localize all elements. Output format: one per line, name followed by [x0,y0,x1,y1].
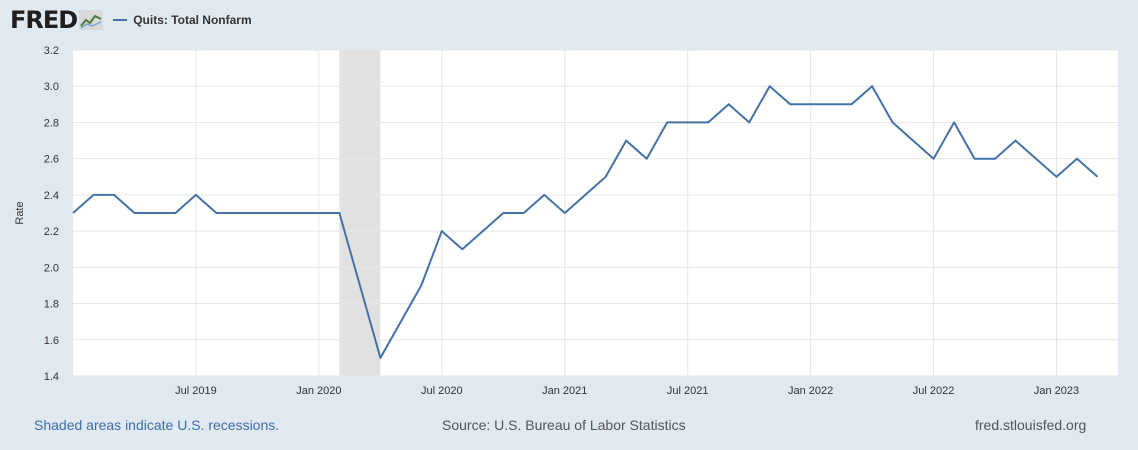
data-point[interactable] [111,192,116,197]
data-point[interactable] [296,211,301,216]
y-tick-label: 2.4 [44,190,59,202]
data-point[interactable] [460,247,465,252]
x-tick-label: Jan 2020 [296,385,341,397]
x-tick-label: Jul 2022 [913,385,955,397]
x-tick-label: Jul 2021 [667,385,709,397]
data-point[interactable] [337,211,342,216]
legend-label: Quits: Total Nonfarm [133,13,252,27]
data-point[interactable] [521,211,526,216]
data-point[interactable] [1054,174,1059,179]
data-point[interactable] [1075,156,1080,161]
y-axis-label: Rate [14,201,26,224]
y-tick-label: 2.6 [44,154,59,166]
data-point[interactable] [603,174,608,179]
data-point[interactable] [255,211,260,216]
x-axis-ticks: Jul 2019 Jan 2020 Jul 2020 Jan 2021 Jul 2021… [175,385,1079,397]
data-point[interactable] [624,138,629,143]
data-point[interactable] [583,192,588,197]
x-tick-label: Jul 2019 [175,385,217,397]
data-point[interactable] [870,84,875,89]
y-tick-label: 1.4 [44,371,59,383]
data-point[interactable] [419,283,424,288]
data-point[interactable] [193,192,198,197]
data-point[interactable] [706,120,711,125]
recession-band-0 [339,50,381,376]
y-axis-ticks: 1.4 1.6 1.8 2.0 2.2 2.4 2.6 2.8 3.0 3.2 [44,45,59,383]
gridlines [73,49,1118,377]
data-point[interactable] [480,229,485,234]
y-tick-label: 2.8 [44,117,59,129]
data-point[interactable] [439,229,444,234]
data-point[interactable] [726,102,731,107]
data-point[interactable] [562,211,567,216]
chart-header: FRED Quits: Total Nonfarm [10,6,252,34]
data-point[interactable] [316,211,321,216]
recession-note: Shaded areas indicate U.S. recessions. [34,417,280,433]
data-point[interactable] [747,120,752,125]
data-point[interactable] [767,84,772,89]
data-point[interactable] [808,102,813,107]
data-point[interactable] [234,211,239,216]
data-point[interactable] [91,192,96,197]
x-tick-label: Jul 2020 [421,385,463,397]
data-point[interactable] [152,211,157,216]
data-point[interactable] [829,102,834,107]
series-line-0[interactable] [72,85,1099,359]
site-link[interactable]: fred.stlouisfed.org [975,417,1087,433]
y-tick-label: 1.6 [44,335,59,347]
data-point[interactable] [71,211,76,216]
data-point[interactable] [1013,138,1018,143]
data-point[interactable] [132,211,137,216]
data-point[interactable] [173,211,178,216]
data-point[interactable] [1095,174,1100,179]
data-point[interactable] [788,102,793,107]
fred-chart-logo-icon [79,10,104,30]
data-point[interactable] [993,156,998,161]
data-point[interactable] [911,138,916,143]
data-point[interactable] [357,283,362,288]
data-point[interactable] [214,211,219,216]
series-layer [71,84,1100,360]
data-point[interactable] [931,156,936,161]
y-tick-label: 2.2 [44,226,59,238]
data-point[interactable] [644,156,649,161]
data-point[interactable] [952,120,957,125]
source-note: Source: U.S. Bureau of Labor Statistics [442,417,686,433]
data-point[interactable] [398,319,403,324]
data-point[interactable] [1034,156,1039,161]
data-point[interactable] [849,102,854,107]
fred-logo[interactable]: FRED [10,6,78,34]
data-point[interactable] [890,120,895,125]
x-tick-label: Jan 2021 [542,385,587,397]
line-chart: 1.41.61.82.02.22.42.62.83.03.2 Jul 2019 J… [14,45,1118,397]
y-tick-label: 2.0 [44,262,59,274]
x-tick-label: Jan 2022 [788,385,833,397]
y-tick-label: 1.8 [44,299,59,311]
y-tick-label: 3.0 [44,81,59,93]
data-point[interactable] [501,211,506,216]
legend-swatch [113,19,128,21]
data-point[interactable] [972,156,977,161]
data-point[interactable] [685,120,690,125]
recession-layer [339,50,381,376]
data-point[interactable] [542,192,547,197]
data-point[interactable] [378,355,383,360]
y-tick-label: 3.2 [44,45,59,57]
data-point[interactable] [275,211,280,216]
x-tick-label: Jan 2023 [1034,385,1079,397]
legend[interactable]: Quits: Total Nonfarm [113,13,252,27]
data-point[interactable] [665,120,670,125]
